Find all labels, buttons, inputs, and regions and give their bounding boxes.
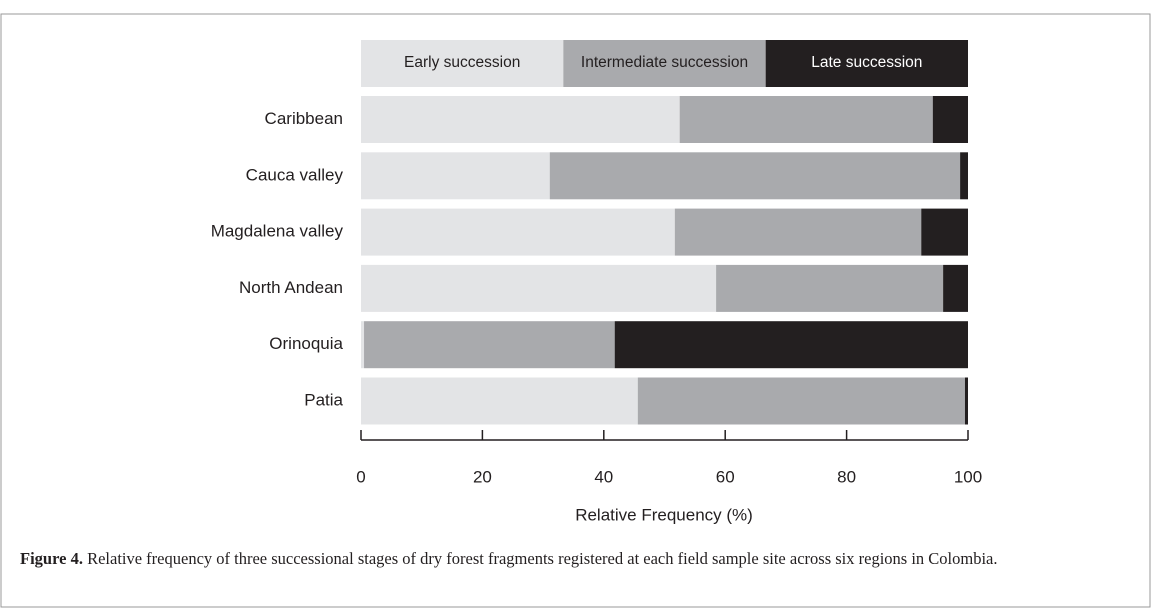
caption-text: Relative frequency of three successional… xyxy=(87,549,998,568)
legend-label: Early succession xyxy=(404,54,520,71)
bar-segment xyxy=(364,321,615,369)
legend-label: Intermediate succession xyxy=(581,54,748,71)
bar-segment xyxy=(960,152,968,200)
x-axis-label: Relative Frequency (%) xyxy=(575,505,753,524)
caption: Figure 4. Relative frequency of three su… xyxy=(20,548,1130,570)
x-tick-label: 60 xyxy=(716,467,735,486)
frame xyxy=(0,13,1151,608)
bar-segment xyxy=(361,321,365,369)
bar-segment xyxy=(361,264,717,312)
caption-label: Figure 4. xyxy=(20,549,83,568)
x-tick-label: 40 xyxy=(594,467,613,486)
bar-segment xyxy=(549,152,961,200)
legend-swatch xyxy=(563,40,766,87)
y-tick-label: Patia xyxy=(304,390,343,409)
legend-label: Late succession xyxy=(811,54,922,71)
bar-segment xyxy=(361,377,638,425)
y-tick-label: Magdalena valley xyxy=(211,222,344,241)
bar-segment xyxy=(361,152,550,200)
bar-segment xyxy=(614,321,968,369)
bar-segment xyxy=(932,96,968,143)
bar-segment xyxy=(674,208,922,256)
x-tick-label: 100 xyxy=(954,467,982,486)
bar-segment xyxy=(361,96,680,143)
legend-swatch xyxy=(361,40,564,87)
bar-segment xyxy=(716,264,944,312)
x-tick-label: 80 xyxy=(837,467,856,486)
bar-segment xyxy=(361,208,675,256)
bar-segment xyxy=(964,377,968,425)
y-tick-label: North Andean xyxy=(239,278,343,297)
bar-segment xyxy=(921,208,968,256)
bar-segment xyxy=(637,377,965,425)
y-tick-label: Caribbean xyxy=(265,109,343,128)
bar-segment xyxy=(679,96,933,143)
y-tick-label: Orinoquia xyxy=(269,334,343,353)
bar-segment xyxy=(943,264,968,312)
x-tick-label: 0 xyxy=(356,467,365,486)
legend-swatch xyxy=(765,40,968,87)
x-tick-label: 20 xyxy=(473,467,492,486)
y-tick-label: Cauca valley xyxy=(246,165,344,184)
